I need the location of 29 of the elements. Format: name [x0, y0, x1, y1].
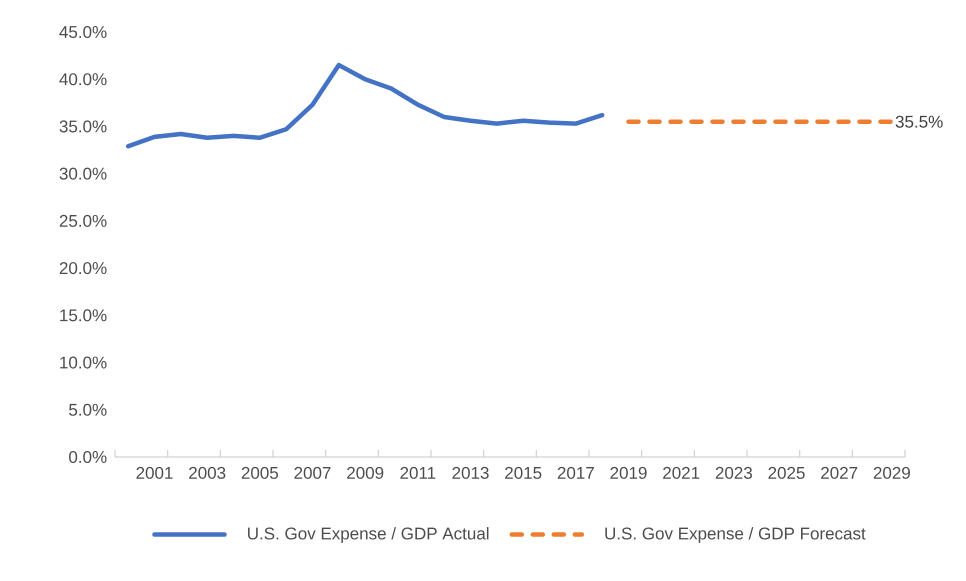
y-tick-label: 5.0%: [69, 404, 107, 416]
line-series: [126, 62, 604, 149]
x-tick-label: 2017: [558, 466, 594, 479]
y-tick-label: 25.0%: [60, 214, 107, 227]
y-tick-label: 15.0%: [60, 309, 107, 322]
x-tick-label: 2021: [663, 466, 700, 479]
y-tick-label: 10.0%: [60, 356, 107, 369]
x-tick-label: 2019: [610, 466, 647, 479]
x-tick-label: 2003: [189, 466, 226, 479]
x-tick-label: 2011: [400, 466, 436, 479]
y-tick-label: 35.0%: [60, 120, 107, 132]
x-tick-label: 2013: [452, 466, 489, 479]
x-tick-label: 2007: [294, 466, 331, 479]
y-tick-label: 0.0%: [69, 450, 107, 464]
x-tick-label: 2001: [136, 466, 173, 479]
legend-label: U.S. Gov Expense / GDP Actual: [248, 527, 488, 543]
x-tick-label: 2009: [347, 466, 384, 479]
y-tick-label: 40.0%: [59, 73, 107, 86]
x-tick-label: 2015: [505, 466, 542, 479]
x-tick-label: 2005: [242, 466, 278, 479]
y-tick-label: 45.0%: [59, 26, 107, 38]
y-tick-label: 20.0%: [60, 262, 107, 274]
x-tick-label: 2025: [768, 466, 805, 479]
data-label: 35.5%: [896, 116, 943, 128]
legend-label: U.S. Gov Expense / GDP Forecast: [605, 527, 866, 543]
x-tick-label: 2029: [874, 466, 910, 479]
y-tick-label: 30.0%: [60, 168, 107, 180]
x-tick-label: 2023: [716, 466, 752, 479]
x-tick-label: 2027: [821, 466, 858, 479]
